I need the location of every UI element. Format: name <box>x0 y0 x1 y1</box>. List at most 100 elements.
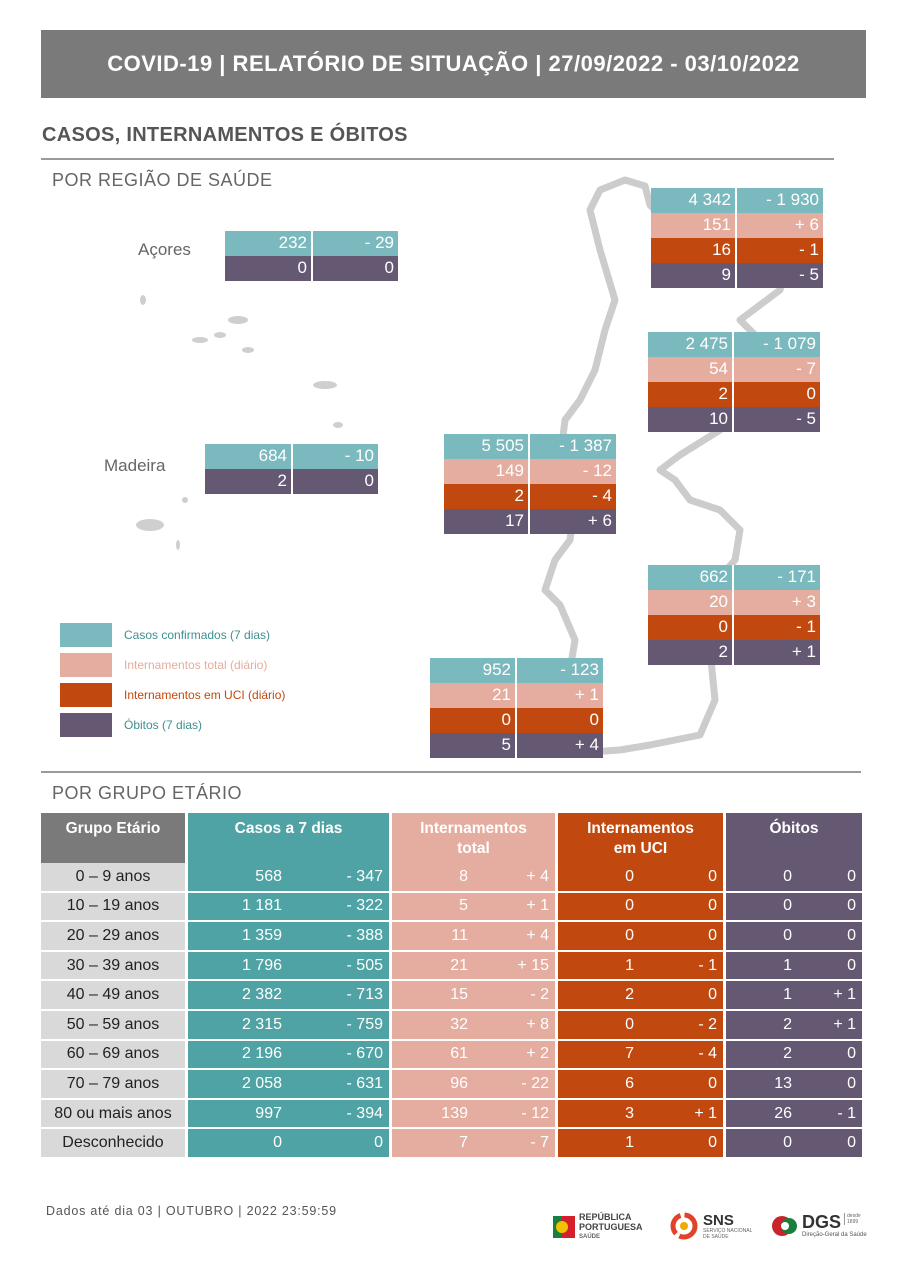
region-deaths-var: + 6 <box>530 509 616 534</box>
legend: Casos confirmados (7 dias) Internamentos… <box>60 620 285 740</box>
cell-uci-var: 0 <box>640 1070 726 1100</box>
cell-cases: 1 181 <box>188 892 288 923</box>
cell-deaths-var: + 1 <box>798 981 862 1011</box>
header-cases: Casos a 7 dias <box>188 813 392 863</box>
cell-group: 20 – 29 anos <box>41 922 188 952</box>
region-uci: 16 <box>651 238 737 263</box>
cell-uci-var: 0 <box>640 922 726 952</box>
legend-label: Internamentos em UCI (diário) <box>124 688 286 702</box>
cell-group: 40 – 49 anos <box>41 981 188 1011</box>
region-cases: 5 505 <box>444 434 530 459</box>
cell-group: 60 – 69 anos <box>41 1040 188 1071</box>
cell-cases-var: - 322 <box>288 892 392 923</box>
cell-deaths: 26 <box>726 1099 798 1130</box>
cell-deaths-var: 0 <box>798 892 862 923</box>
cell-uci: 0 <box>558 863 640 893</box>
madeira-box: 684 - 10 2 0 <box>205 444 378 494</box>
cell-uci-var: 0 <box>640 863 726 893</box>
cell-deaths: 0 <box>726 922 798 952</box>
sns-text: SNS <box>703 1211 734 1229</box>
republica-logo: REPÚBLICA PORTUGUESA SAÚDE <box>553 1212 643 1242</box>
region-hosp-var: - 7 <box>734 357 820 382</box>
region-deaths-var: + 1 <box>734 640 820 665</box>
age-divider <box>41 771 861 773</box>
cell-group: 30 – 39 anos <box>41 951 188 982</box>
cell-cases: 2 058 <box>188 1070 288 1100</box>
region-cases: 2 475 <box>648 332 734 357</box>
region-uci-var: - 4 <box>530 484 616 509</box>
dgs-emblem-icon <box>772 1216 797 1236</box>
republica-text: REPÚBLICA <box>579 1212 632 1222</box>
acores-cases-var: - 29 <box>313 231 398 256</box>
cell-deaths-var: 0 <box>798 1070 862 1100</box>
sns-sub-1: SERVIÇO NACIONAL <box>703 1227 753 1234</box>
legend-swatch <box>60 623 112 647</box>
region-cases: 4 342 <box>651 188 737 213</box>
region-deaths: 10 <box>648 407 734 432</box>
region-deaths: 17 <box>444 509 530 534</box>
cell-cases-var: 0 <box>288 1129 392 1159</box>
cell-uci-var: 0 <box>640 981 726 1011</box>
cell-uci: 1 <box>558 1129 640 1159</box>
header-uci: Internamentos em UCI <box>558 813 726 863</box>
region-deaths-var: - 5 <box>737 263 823 288</box>
acores-label: Açores <box>138 240 191 259</box>
legend-label: Internamentos total (diário) <box>124 658 268 672</box>
cell-hosp-var: + 4 <box>474 863 558 893</box>
region-hosp: 54 <box>648 357 734 382</box>
region-cases-var: - 123 <box>517 658 603 683</box>
cell-group: Desconhecido <box>41 1129 188 1159</box>
dgs-logo: DGS desde 1899 Direção-Geral da Saúde <box>770 1212 867 1240</box>
cell-hosp: 139 <box>392 1099 474 1130</box>
region-uci-var: - 1 <box>737 238 823 263</box>
legend-label: Casos confirmados (7 dias) <box>124 628 271 642</box>
report-header: COVID-19 | RELATÓRIO DE SITUAÇÃO | 27/09… <box>41 30 866 98</box>
region-hosp-var: + 6 <box>737 213 823 238</box>
cell-uci: 1 <box>558 951 640 982</box>
cell-hosp-var: + 8 <box>474 1010 558 1041</box>
cell-cases: 2 196 <box>188 1040 288 1071</box>
cell-hosp-var: + 15 <box>474 951 558 982</box>
madeira-cases: 684 <box>205 444 293 469</box>
section-title: CASOS, INTERNAMENTOS E ÓBITOS <box>42 124 408 146</box>
cell-uci-var: - 4 <box>640 1040 726 1071</box>
region-hosp: 20 <box>648 590 734 615</box>
cell-deaths-var: 0 <box>798 1129 862 1159</box>
cell-deaths: 1 <box>726 981 798 1011</box>
cell-uci-var: 0 <box>640 1129 726 1159</box>
cell-group: 80 ou mais anos <box>41 1099 188 1130</box>
acores-cases: 232 <box>225 231 313 256</box>
madeira-cases-var: - 10 <box>293 444 378 469</box>
region-cases-var: - 1 387 <box>530 434 616 459</box>
region-box-norte: 4 342- 1 930 151 + 6 16- 1 9- 5 <box>651 188 823 288</box>
cell-hosp-var: - 12 <box>474 1099 558 1130</box>
region-uci-var: - 1 <box>734 615 820 640</box>
footer-timestamp: Dados até dia 03 | OUTUBRO | 2022 23:59:… <box>46 1204 337 1218</box>
dgs-sub: Direção-Geral da Saúde <box>802 1232 867 1238</box>
cell-cases: 0 <box>188 1129 288 1159</box>
cell-group: 10 – 19 anos <box>41 892 188 923</box>
cell-deaths: 0 <box>726 863 798 893</box>
cell-uci: 0 <box>558 892 640 923</box>
madeira-deaths-var: 0 <box>293 469 378 494</box>
region-uci-var: 0 <box>517 708 603 733</box>
legend-swatch <box>60 713 112 737</box>
region-deaths: 5 <box>430 733 517 758</box>
cell-hosp-var: + 2 <box>474 1040 558 1071</box>
cell-hosp: 8 <box>392 863 474 893</box>
cell-cases: 1 359 <box>188 922 288 952</box>
table-row: 70 – 79 anos 2 058- 631 96- 22 6 0 13 0 <box>41 1070 862 1100</box>
cell-hosp: 11 <box>392 922 474 952</box>
cell-hosp-var: + 4 <box>474 922 558 952</box>
sns-sub-2: DE SAÚDE <box>703 1233 729 1240</box>
region-box-lvt: 5 505- 1 387 149- 12 2- 4 17 + 6 <box>444 434 616 534</box>
cell-hosp: 21 <box>392 951 474 982</box>
